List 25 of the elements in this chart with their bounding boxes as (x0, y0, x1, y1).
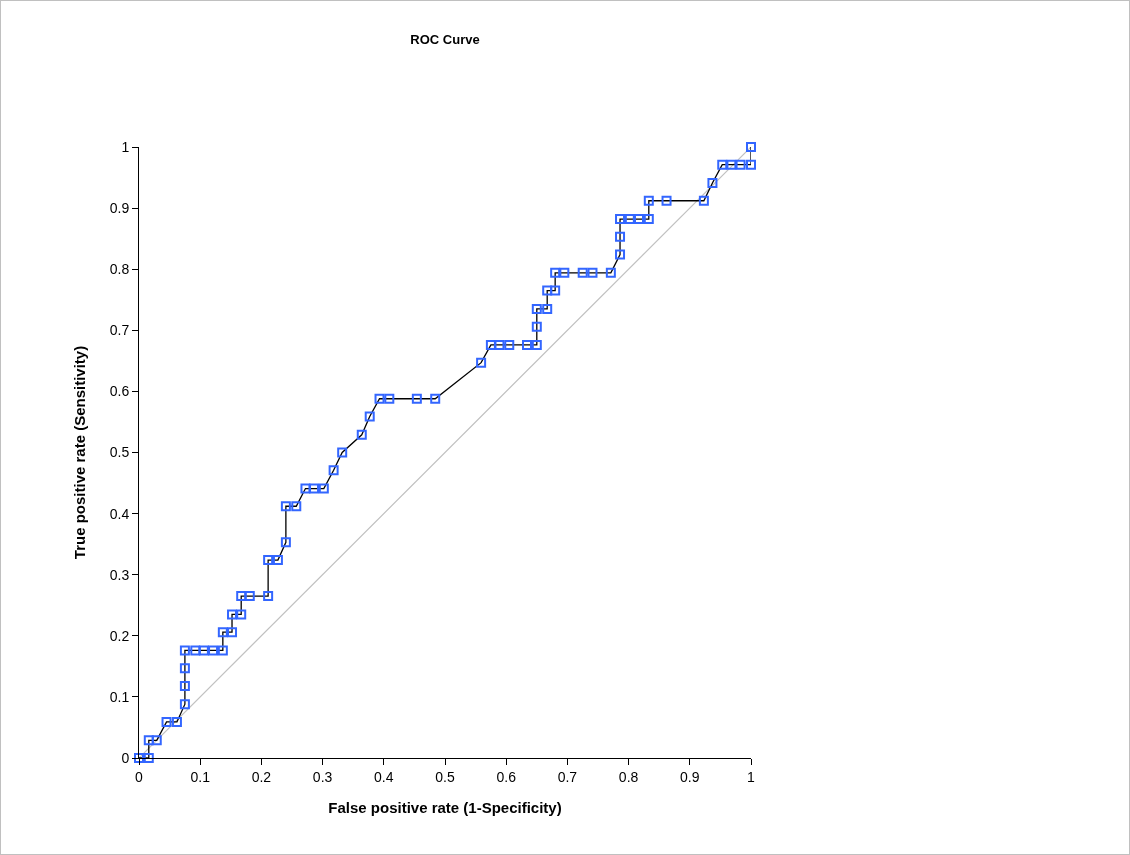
y-tick-label: 0.8 (109, 261, 130, 278)
y-tick-label: 0.3 (109, 566, 130, 583)
x-axis-title: False positive rate (1-Specificity) (328, 798, 562, 816)
chart-title: ROC Curve (410, 32, 480, 48)
x-tick-label: 1 (747, 768, 756, 785)
y-tick-label: 0.2 (109, 627, 130, 644)
y-tick-label: 0.7 (109, 322, 130, 339)
x-tick-label: 0.1 (190, 768, 211, 785)
y-tick-label: 0.5 (109, 444, 130, 461)
x-tick-label: 0.9 (680, 768, 700, 785)
x-tick-label: 0 (135, 768, 144, 785)
x-tick-label: 0.8 (618, 768, 639, 785)
x-tick-label: 0.3 (312, 768, 333, 785)
x-tick-label: 0.5 (435, 768, 455, 785)
y-tick-label: 0 (121, 749, 130, 766)
y-axis-title: True positive rate (Sensitivity) (70, 345, 88, 560)
y-tick-label: 0.1 (109, 688, 130, 705)
y-tick-label: 1 (121, 138, 130, 155)
x-tick-label: 0.6 (496, 768, 517, 785)
x-tick-label: 0.7 (557, 768, 578, 785)
y-tick-label: 0.9 (109, 200, 130, 216)
x-tick-label: 0.4 (374, 768, 394, 785)
x-tick-label: 0.2 (251, 768, 272, 785)
y-tick-label: 0.6 (109, 383, 130, 400)
y-tick-label: 0.4 (109, 505, 130, 522)
